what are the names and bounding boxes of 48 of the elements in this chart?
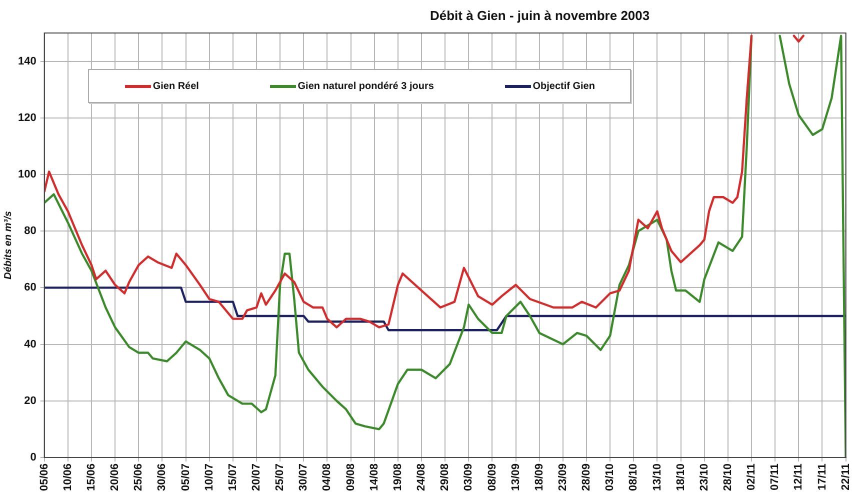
x-tick-label: 13/10: [651, 463, 664, 492]
x-tick-label: 23/09: [556, 463, 569, 492]
x-tick-label: 20/06: [109, 463, 122, 492]
x-tick-label: 05/07: [180, 463, 192, 492]
y-tick-label: 60: [24, 282, 36, 294]
legend-label: Gien Réel: [152, 80, 199, 92]
y-tick-label: 20: [24, 394, 36, 407]
legend-label: Objectif Gien: [532, 80, 595, 92]
chart-title: Débit à Gien - juin à novembre 2003: [430, 8, 650, 23]
x-tick-label: 12/11: [792, 463, 805, 490]
x-tick-label: 02/11: [746, 463, 758, 490]
x-tick-label: 30/06: [156, 463, 168, 492]
x-tick-label: 05/06: [38, 463, 50, 492]
x-tick-label: 20/07: [250, 463, 263, 492]
x-tick-label: 15/07: [226, 463, 239, 492]
x-tick-label: 08/10: [628, 463, 640, 492]
x-tick-label: 04/08: [321, 463, 334, 492]
y-tick-label: 120: [18, 112, 36, 124]
x-tick-label: 07/11: [769, 463, 782, 490]
x-tick-label: 22/11: [840, 463, 852, 490]
x-tick-label: 19/08: [392, 463, 404, 492]
x-tick-label: 29/08: [439, 463, 452, 492]
x-tick-label: 09/08: [344, 463, 357, 492]
x-tick-label: 15/06: [86, 463, 98, 492]
x-tick-label: 28/09: [580, 463, 593, 492]
x-tick-label: 30/07: [298, 463, 310, 492]
y-tick-label: 80: [24, 225, 36, 238]
y-axis-title: Débits en m³/s: [2, 210, 14, 280]
x-tick-label: 25/06: [132, 463, 145, 492]
legend-label: Gien naturel pondéré 3 jours: [298, 80, 434, 92]
x-tick-label: 14/08: [368, 463, 380, 492]
y-tick-label: 100: [18, 168, 36, 181]
x-tick-label: 17/11: [816, 463, 828, 490]
x-tick-label: 13/09: [510, 463, 522, 492]
y-tick-label: 40: [24, 338, 36, 350]
x-tick-label: 10/06: [62, 463, 74, 492]
x-tick-label: 25/07: [274, 463, 286, 492]
x-tick-label: 10/07: [203, 463, 216, 492]
x-tick-label: 08/09: [486, 463, 498, 492]
x-tick-label: 03/10: [604, 463, 616, 492]
x-tick-label: 18/09: [533, 463, 546, 492]
x-tick-label: 24/08: [416, 463, 428, 492]
x-tick-label: 03/09: [462, 463, 475, 492]
x-tick-label: 28/10: [722, 463, 734, 492]
y-tick-label: 140: [18, 55, 36, 68]
x-tick-label: 18/10: [674, 463, 687, 492]
y-tick-label: 0: [30, 452, 36, 464]
x-tick-label: 23/10: [698, 463, 710, 492]
